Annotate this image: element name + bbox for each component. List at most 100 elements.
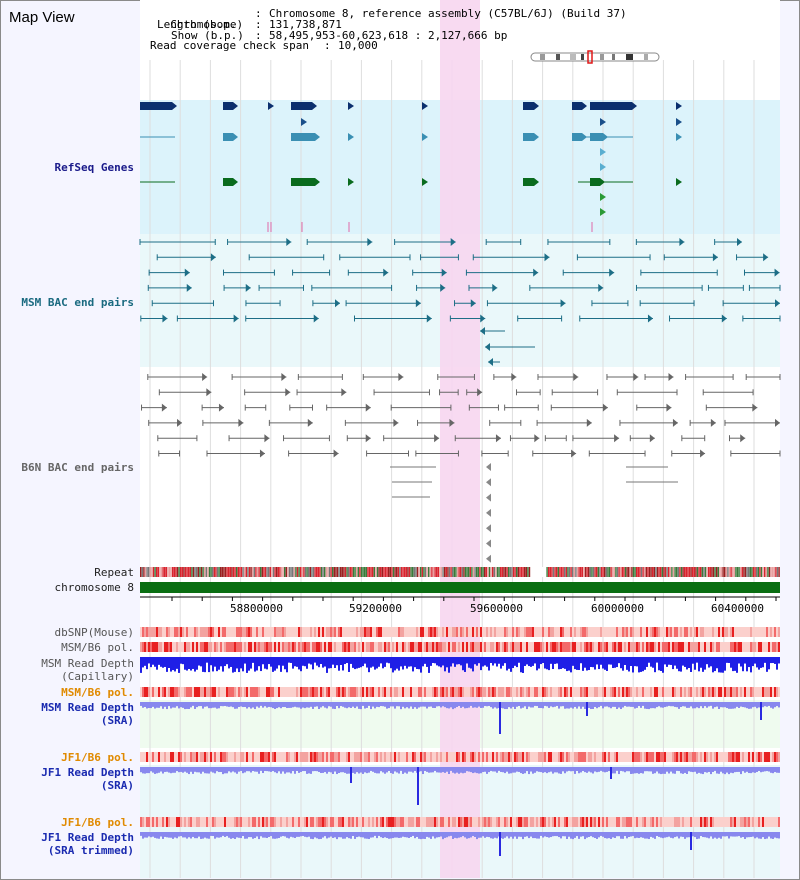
- heat-segment: [548, 687, 550, 697]
- heat-segment: [350, 817, 352, 827]
- depth-bar: [434, 702, 436, 708]
- heat-segment: [444, 642, 446, 652]
- heat-segment: [284, 627, 286, 637]
- heat-segment: [668, 687, 670, 697]
- heat-segment: [586, 687, 588, 697]
- depth-bar: [360, 702, 362, 710]
- depth-bar: [702, 657, 704, 672]
- depth-bar: [422, 657, 424, 667]
- depth-bar: [766, 702, 768, 707]
- heat-segment: [406, 627, 408, 637]
- depth-bar: [460, 767, 462, 773]
- heat-segment: [262, 752, 264, 762]
- heat-segment: [470, 817, 472, 827]
- heat-segment: [714, 752, 716, 762]
- depth-bar: [318, 657, 320, 668]
- heat-segment: [770, 817, 772, 827]
- heat-segment: [724, 687, 726, 697]
- heat-segment: [546, 817, 548, 827]
- heat-segment: [700, 627, 702, 637]
- repeat-segment: [221, 567, 223, 577]
- depth-bar: [662, 657, 664, 673]
- heat-segment: [248, 817, 250, 827]
- repeat-segment: [285, 567, 287, 577]
- depth-bar: [476, 767, 478, 774]
- depth-bar: [634, 657, 636, 667]
- heat-segment: [426, 752, 428, 762]
- depth-bar: [730, 832, 732, 837]
- depth-bar: [654, 702, 656, 709]
- heat-segment: [762, 642, 764, 652]
- heat-segment: [712, 642, 714, 652]
- repeat-segment: [189, 567, 191, 577]
- heat-segment: [362, 687, 364, 697]
- repeat-segment: [623, 567, 625, 577]
- heat-segment: [146, 687, 148, 697]
- heat-segment: [692, 627, 694, 637]
- heat-segment: [146, 627, 148, 637]
- heat-segment: [444, 752, 446, 762]
- depth-bar: [256, 702, 258, 707]
- depth-bar: [756, 657, 758, 668]
- heat-segment: [278, 752, 280, 762]
- heat-segment: [342, 642, 344, 652]
- depth-bar: [478, 832, 480, 838]
- depth-bar: [206, 702, 208, 707]
- heat-segment: [504, 687, 506, 697]
- heat-segment: [512, 752, 514, 762]
- heat-segment: [534, 817, 536, 827]
- heat-segment: [324, 752, 326, 762]
- depth-bar: [452, 702, 454, 710]
- repeat-segment: [320, 567, 323, 577]
- depth-bar: [734, 767, 736, 773]
- track-label-msm-depth-sra: MSM Read Depth: [41, 701, 134, 714]
- heat-segment: [722, 687, 724, 697]
- depth-bar: [772, 767, 774, 774]
- depth-bar: [562, 657, 564, 669]
- depth-bar: [664, 657, 666, 665]
- depth-bar: [446, 832, 448, 838]
- heat-segment: [358, 687, 360, 697]
- heat-segment: [452, 687, 454, 697]
- heat-segment: [728, 627, 730, 637]
- depth-bar: [520, 767, 522, 774]
- depth-bar: [648, 702, 650, 710]
- depth-bar: [526, 832, 528, 837]
- heat-segment: [300, 627, 302, 637]
- heat-segment: [622, 687, 624, 697]
- gene-arrow: [268, 102, 274, 110]
- heat-segment: [184, 817, 186, 827]
- heat-segment: [316, 642, 318, 652]
- depth-bar: [310, 832, 312, 839]
- repeat-segment: [199, 567, 201, 577]
- heat-segment: [518, 642, 520, 652]
- gene-exon: [291, 178, 315, 186]
- depth-bar: [692, 832, 694, 837]
- heat-segment: [484, 642, 486, 652]
- depth-bar: [280, 657, 282, 672]
- heat-segment: [258, 817, 260, 827]
- depth-bar: [236, 832, 238, 838]
- heat-segment: [612, 642, 614, 652]
- heat-segment: [760, 627, 762, 637]
- heat-segment: [458, 752, 460, 762]
- heat-segment: [242, 817, 244, 827]
- heat-segment: [566, 687, 568, 697]
- bac-pair-arrow: [486, 508, 491, 517]
- heat-segment: [198, 642, 200, 652]
- repeat-segment: [368, 567, 371, 577]
- heat-segment: [352, 687, 354, 697]
- depth-bar: [482, 657, 484, 667]
- heat-segment: [698, 642, 700, 652]
- heat-segment: [192, 752, 194, 762]
- depth-bar: [186, 767, 188, 773]
- depth-bar: [166, 832, 168, 838]
- depth-bar: [266, 832, 268, 839]
- depth-bar: [626, 767, 628, 772]
- heat-segment: [526, 752, 528, 762]
- heat-segment: [204, 752, 206, 762]
- track-label-msm-b6-pol: MSM/B6 pol.: [61, 641, 134, 654]
- depth-bar: [704, 657, 706, 670]
- heat-segment: [662, 687, 664, 697]
